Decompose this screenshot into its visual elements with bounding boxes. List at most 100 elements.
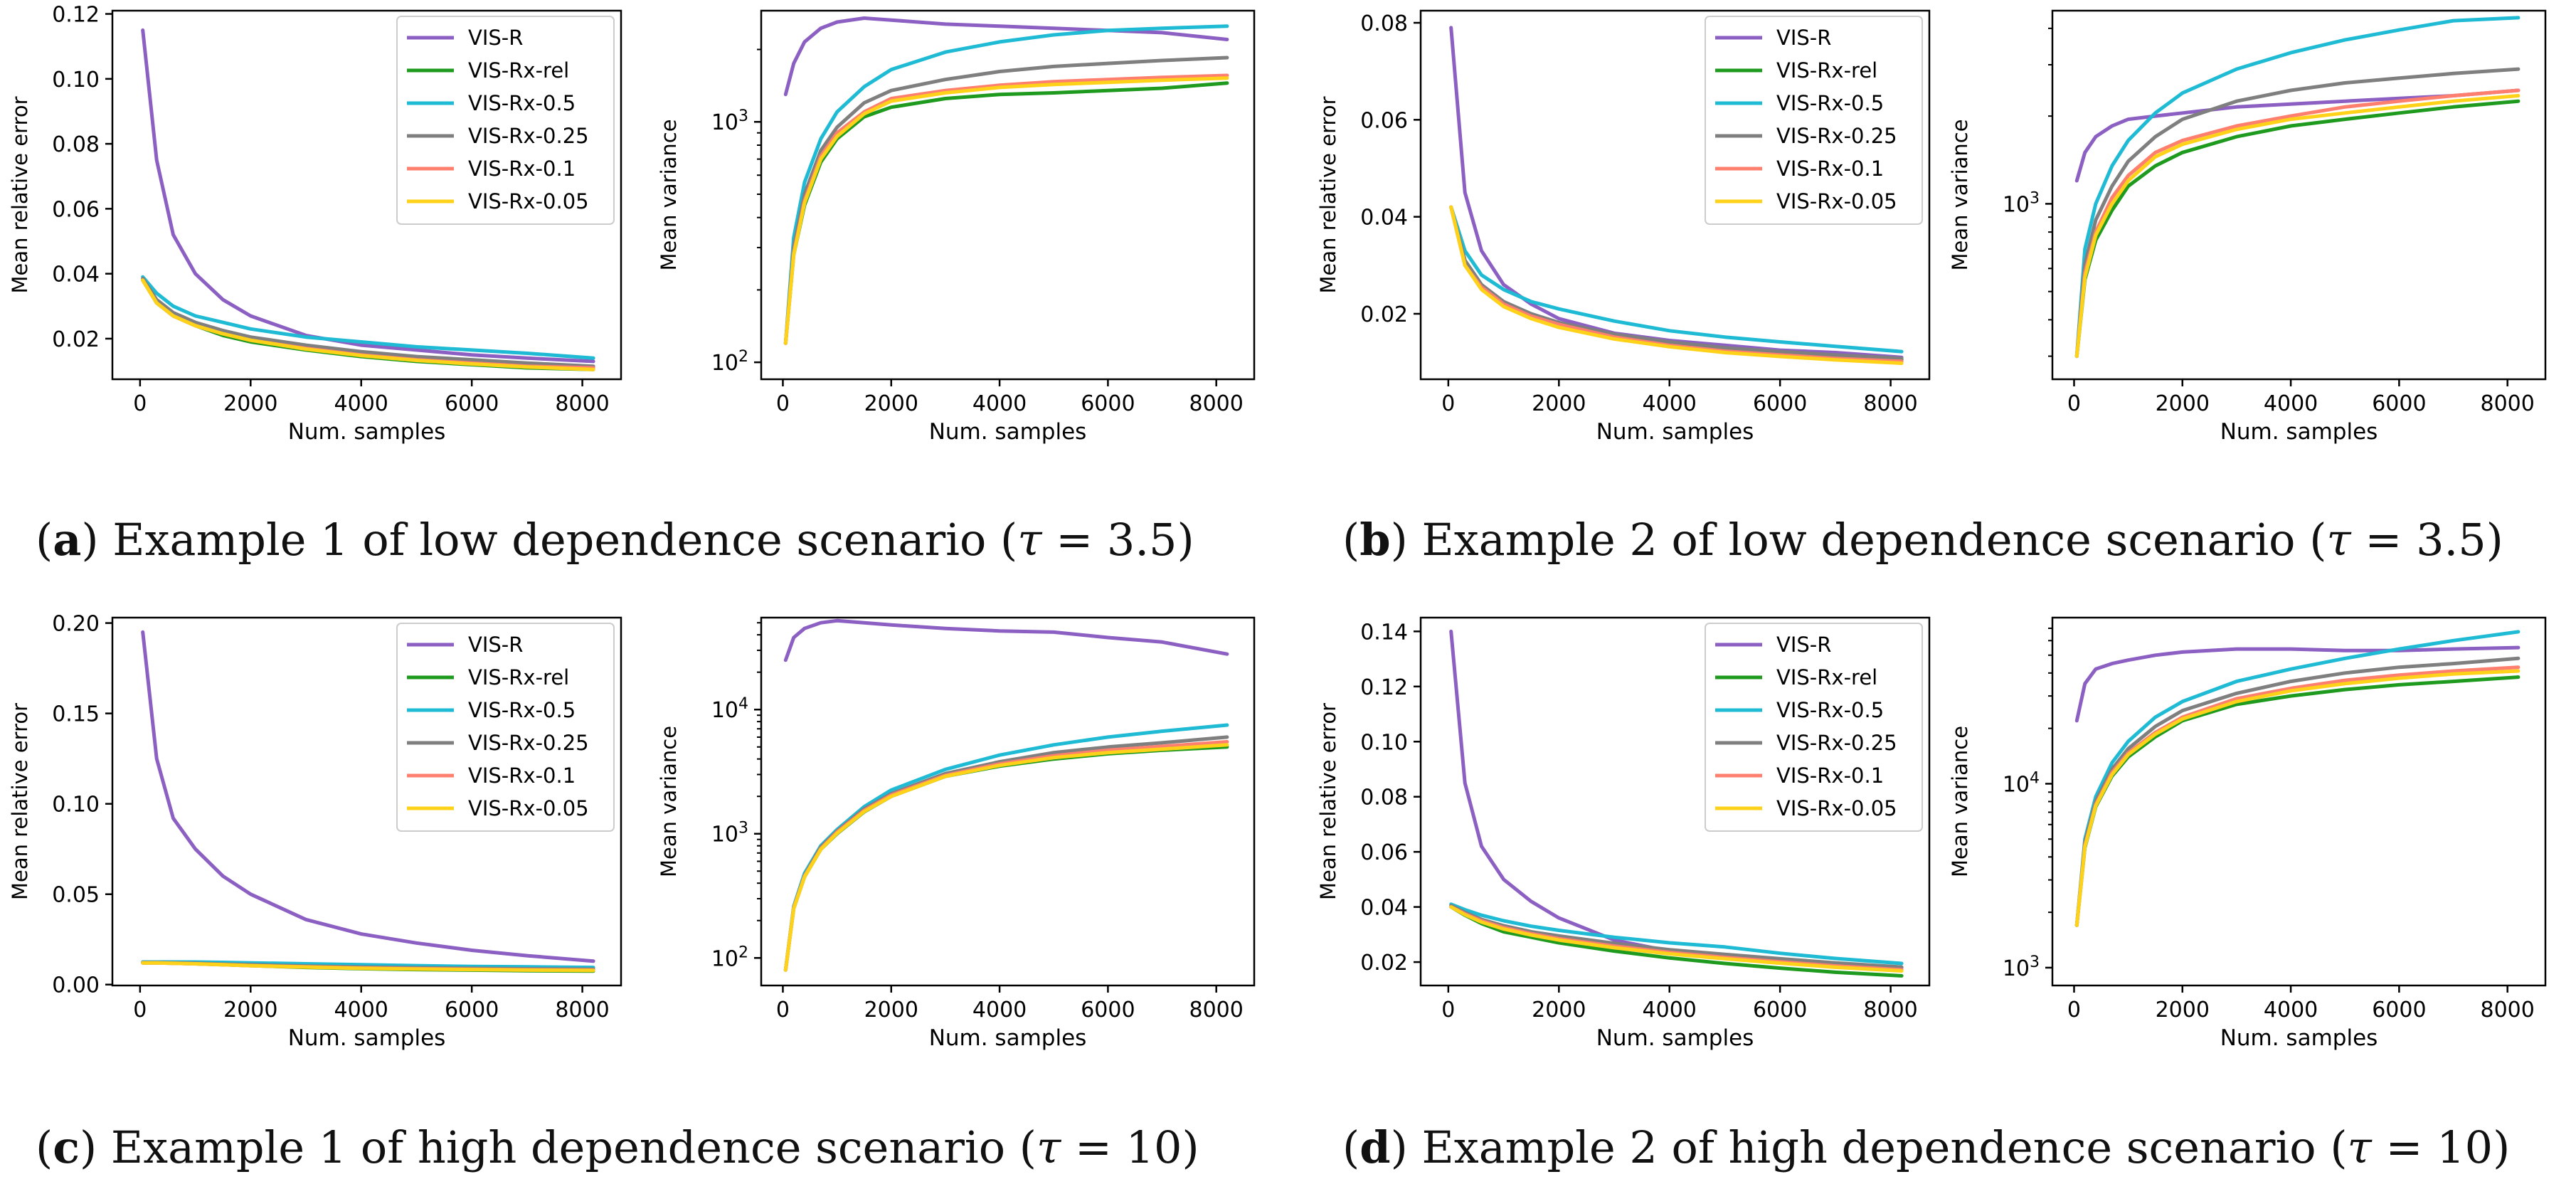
series-line-vis-rx-0-25 [1449,205,1904,361]
series-line-vis-rx-0-5 [783,24,1229,345]
x-tick-label: 2000 [1532,998,1586,1022]
chart-d-right: 0 2000 4000 6000 8000 103 104 Num. samples Mean … [1948,616,2547,1051]
chart-d-left: 0 2000 4000 6000 8000 0.02 0.04 0.06 0.08 0.10 0.1… [1316,616,1931,1051]
x-tick-label: 2000 [864,998,918,1022]
x-tick-label: 0 [1441,391,1455,416]
series-line-vis-rx-0-25 [141,277,595,369]
legend-label: VIS-Rx-0.25 [468,731,589,755]
x-tick-label: 2000 [864,391,918,416]
plot-frame [760,9,1256,381]
series-line-vis-r [141,28,595,364]
y-axis-label: Mean variance [1948,119,1972,270]
x-tick-label: 2000 [2156,391,2210,416]
x-tick-label: 4000 [2264,998,2318,1022]
x-axis-label: Num. samples [1596,1025,1754,1051]
legend-label: VIS-R [468,26,523,50]
y-tick-label: 0.02 [52,327,100,352]
y-tick-label: 0.06 [52,197,100,222]
series-line-vis-r [141,630,595,963]
series-line-vis-rx-0-05 [141,961,595,973]
x-tick-label: 4000 [972,391,1027,416]
series-line-vis-rx-0-1 [2074,88,2521,359]
y-tick-label: 0.04 [1360,206,1408,231]
x-axis-label: Num. samples [288,1025,446,1051]
legend: VIS-R VIS-Rx-rel VIS-Rx-0.5 VIS-Rx-0.25 VIS-… [396,623,615,832]
legend-label: VIS-Rx-0.05 [1776,796,1897,820]
x-tick-label: 2000 [1532,391,1586,416]
series-line-vis-rx-0-05 [1449,205,1904,365]
x-tick-label: 8000 [1189,998,1244,1022]
x-tick-label: 0 [776,391,790,416]
x-tick-label: 8000 [1863,391,1917,416]
series-line-vis-rx-0-05 [2074,669,2521,927]
legend-box [396,16,615,225]
x-tick-label: 4000 [972,998,1027,1022]
y-tick-label: 0.04 [1360,896,1408,921]
x-tick-label: 6000 [1753,998,1807,1022]
plot-frame [111,9,622,381]
series-line-vis-rx-0-25 [783,56,1229,345]
legend-label: VIS-Rx-0.05 [468,796,589,820]
legend-label: VIS-Rx-rel [1776,58,1877,83]
x-tick-label: 6000 [2372,998,2426,1022]
series-line-vis-r [2074,88,2521,183]
legend-label: VIS-Rx-0.5 [1776,698,1884,722]
legend-label: VIS-Rx-0.5 [1776,91,1884,115]
plot-frame [2051,9,2547,381]
legend-label: VIS-Rx-0.1 [468,157,576,181]
series-line-vis-rx-0-1 [783,740,1229,972]
series-line-vis-rx-0-1 [1449,205,1904,364]
x-axis-label: Num. samples [1596,419,1754,445]
caption-a: (a) Example 1 of low dependence scenario… [36,514,1194,566]
x-tick-label: 8000 [2481,391,2535,416]
legend: VIS-R VIS-Rx-rel VIS-Rx-0.5 VIS-Rx-0.25 VIS-… [396,16,615,225]
y-tick-label: 0.12 [1360,675,1408,700]
legend-box [1705,16,1923,225]
legend-label: VIS-Rx-0.25 [468,124,589,148]
series-line-vis-rx-0-5 [2074,16,2521,359]
y-tick-label: 0.10 [52,793,100,818]
legend: VIS-R VIS-Rx-rel VIS-Rx-0.5 VIS-Rx-0.25 VIS-… [1705,16,1923,225]
chart-a-right: 0 2000 4000 6000 8000 102 103 Num. samples Mean … [657,9,1256,445]
x-tick-label: 8000 [555,391,609,416]
y-axis-label: Mean relative error [1316,96,1340,293]
y-tick-label: 103 [711,107,748,135]
series-line-vis-rx-rel [2074,675,2521,927]
series-line-vis-r [783,618,1229,662]
caption-b: (b) Example 2 of low dependence scenario… [1342,514,2503,566]
y-tick-label: 0.02 [1360,951,1408,976]
series-line-vis-rx-rel [783,745,1229,972]
y-tick-label: 0.10 [1360,730,1408,755]
x-tick-label: 4000 [1643,998,1697,1022]
legend-label: VIS-Rx-0.5 [468,91,576,115]
series-line-vis-rx-0-05 [2074,94,2521,359]
plot-frame [1419,9,1931,381]
legend-label: VIS-Rx-0.05 [1776,189,1897,213]
legend-label: VIS-Rx-0.1 [1776,763,1884,788]
y-tick-label: 0.20 [52,612,100,637]
x-tick-label: 0 [2067,998,2081,1022]
y-tick-label: 104 [2003,769,2040,797]
legend-label: VIS-Rx-0.5 [468,698,576,722]
y-tick-label: 0.04 [52,263,100,287]
y-tick-label: 102 [711,348,748,376]
y-tick-label: 102 [711,944,748,971]
x-tick-label: 6000 [445,391,499,416]
x-tick-label: 6000 [1081,998,1135,1022]
chart-b-left: 0 2000 4000 6000 8000 0.02 0.04 0.06 0.08 Num. sa… [1316,9,1931,445]
plot-frame [111,616,622,987]
x-tick-label: 4000 [334,391,388,416]
legend: VIS-R VIS-Rx-rel VIS-Rx-0.5 VIS-Rx-0.25 VIS-… [1705,623,1923,832]
legend-label: VIS-Rx-0.05 [468,189,589,213]
chart-b-right: 0 2000 4000 6000 8000 103 Num. samples Mean var… [1948,9,2547,445]
x-tick-label: 4000 [2264,391,2318,416]
x-tick-label: 0 [776,998,790,1022]
x-tick-label: 2000 [2156,998,2210,1022]
y-tick-label: 0.08 [1360,786,1408,810]
x-axis-label: Num. samples [929,1025,1087,1051]
plot-frame [760,616,1256,987]
y-tick-label: 0.00 [52,973,100,998]
y-tick-label: 0.06 [1360,840,1408,865]
y-axis-label: Mean variance [657,726,681,877]
